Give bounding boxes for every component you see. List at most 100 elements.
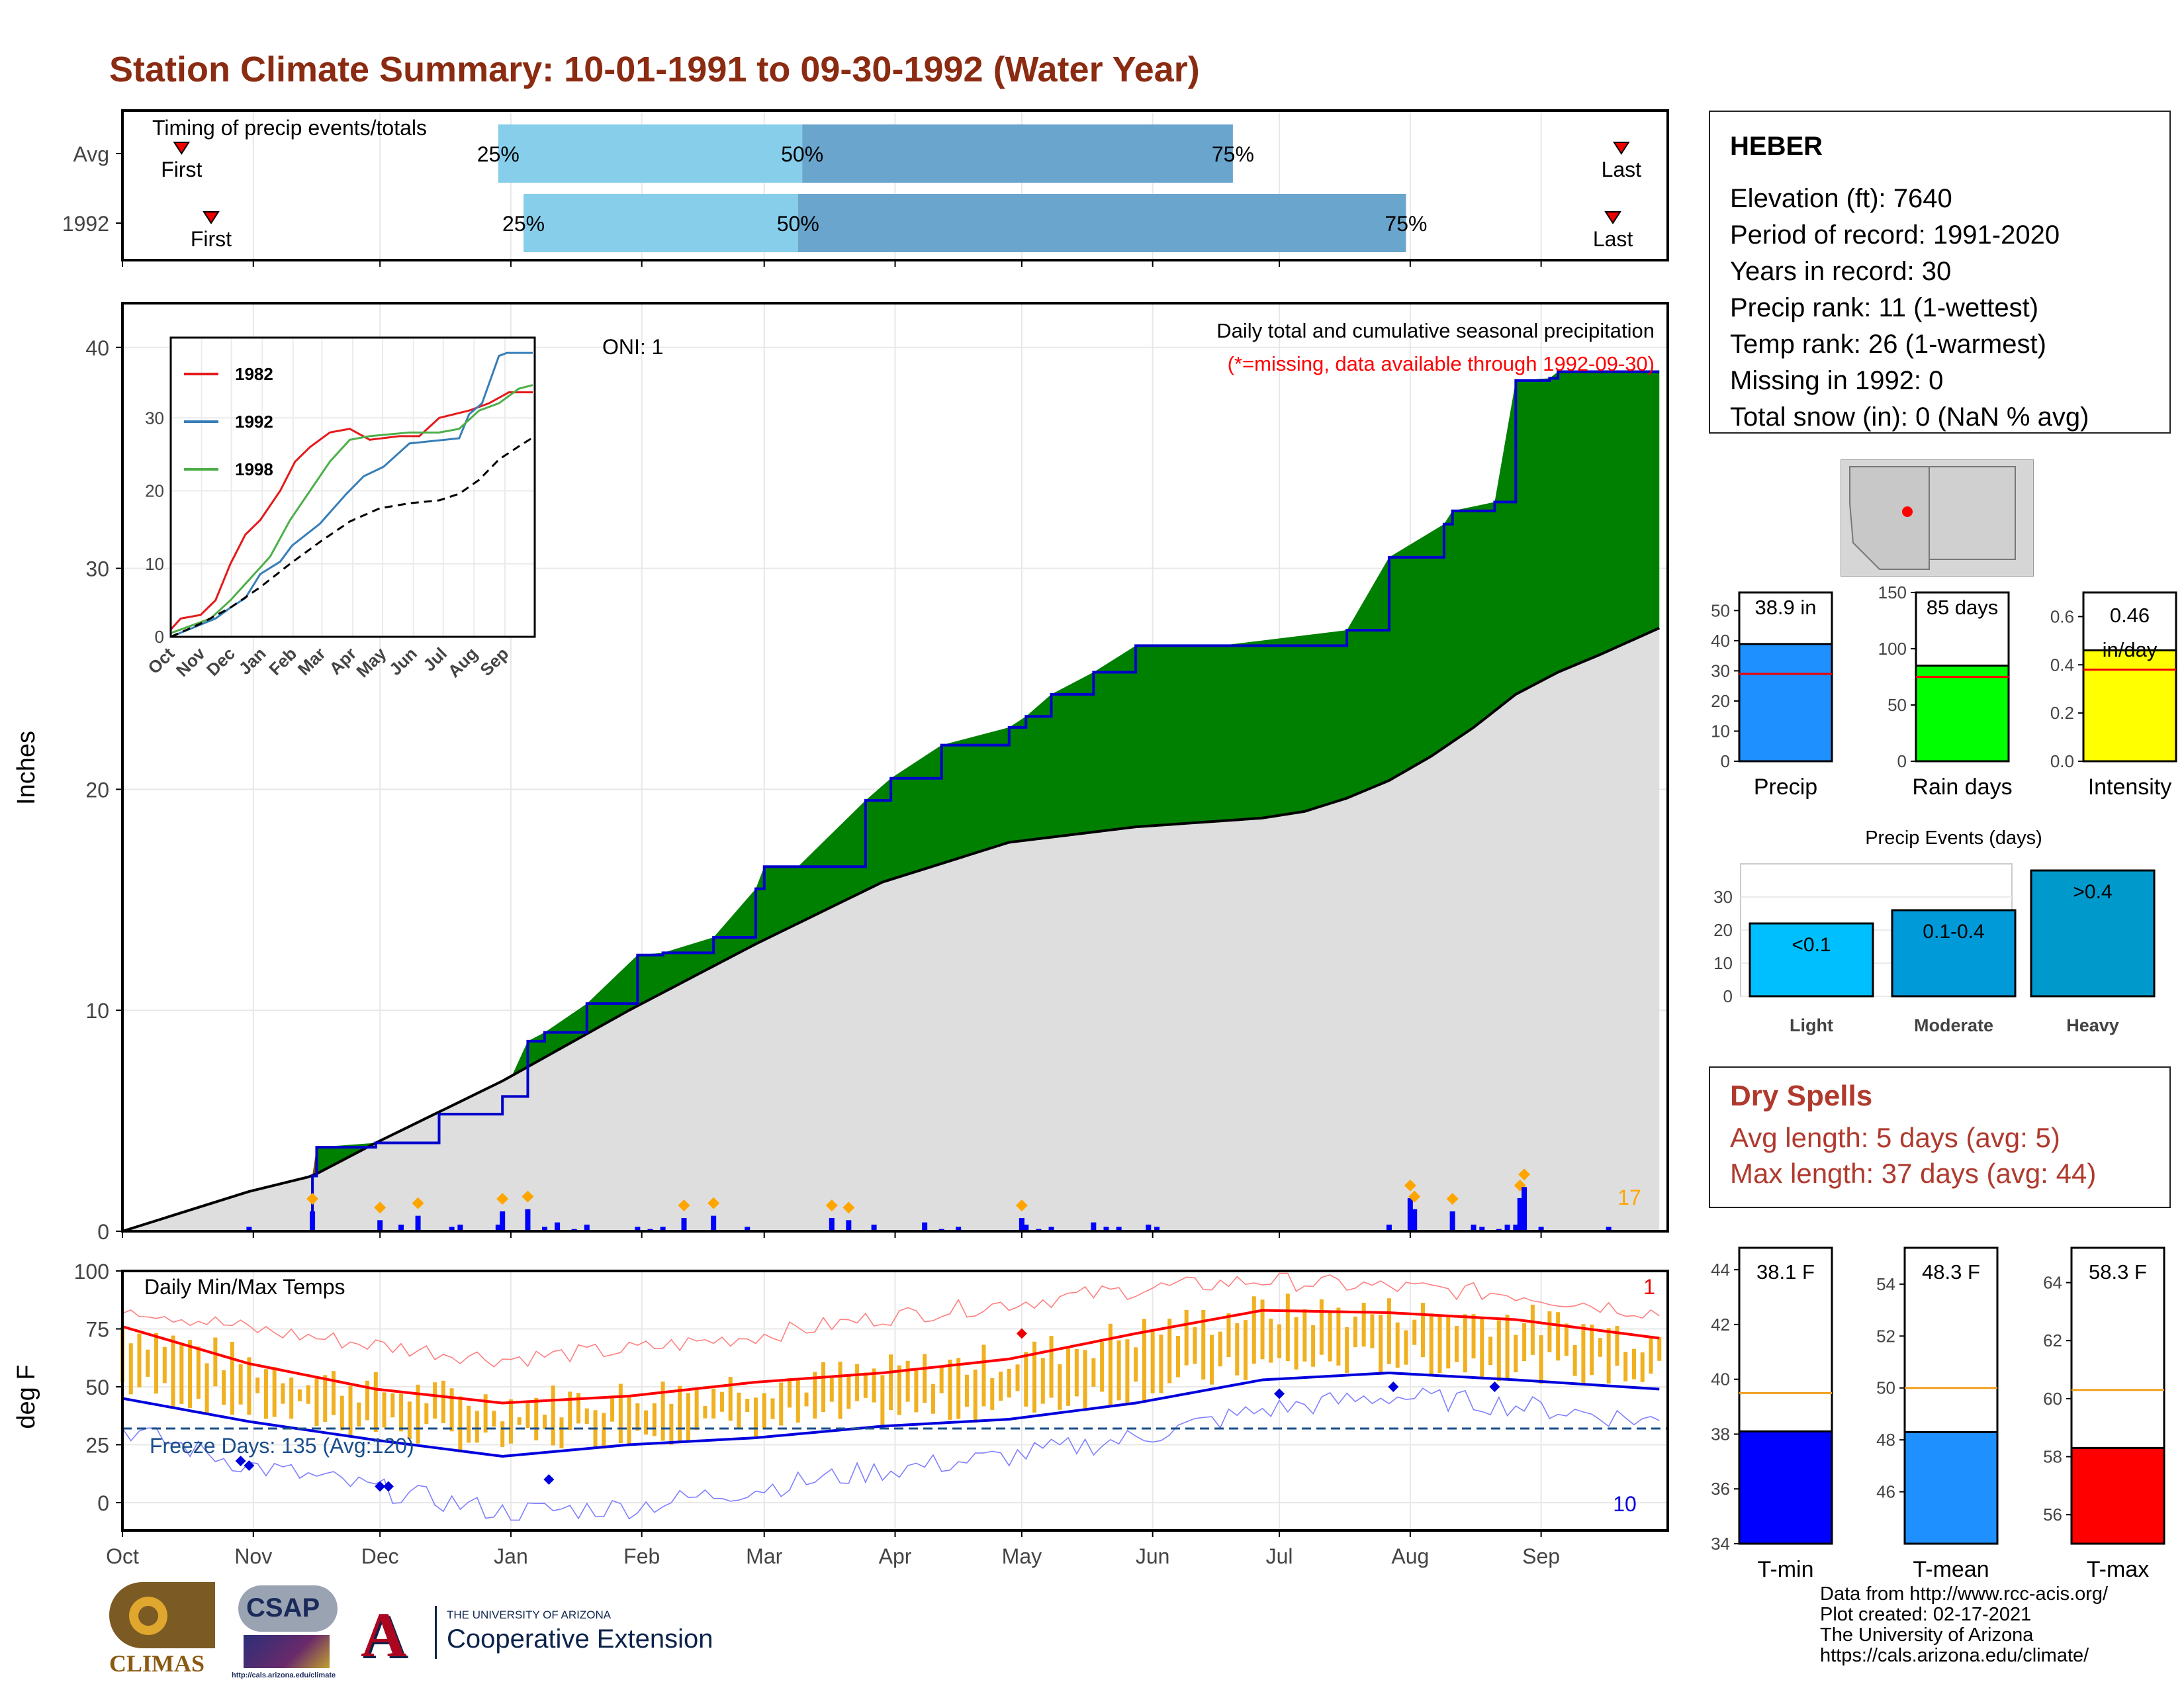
daily-temp-range-bar (753, 1397, 758, 1438)
daily-precip-record-marker (522, 1190, 534, 1203)
daily-temp-range-bar (593, 1410, 598, 1449)
temp-x-tick-label: Jun (1136, 1544, 1170, 1568)
daily-temp-range-bar (1556, 1312, 1561, 1361)
temp-record-marker (1016, 1328, 1027, 1339)
daily-precip-bar (1449, 1211, 1455, 1231)
station-location-dot (1902, 506, 1913, 517)
daily-temp-range-bar (1167, 1319, 1172, 1383)
daily-temp-range-bar (348, 1385, 353, 1436)
daily-temp-range-bar (323, 1375, 328, 1423)
daily-temp-range-bar (1066, 1347, 1071, 1406)
daily-temp-range-bar (1251, 1296, 1256, 1364)
daily-temp-range-bar (1311, 1325, 1316, 1367)
daily-temp-range-bar (230, 1342, 234, 1415)
daily-precip-bar (871, 1224, 877, 1231)
daily-temp-range-bar (1108, 1323, 1113, 1405)
daily-temp-range-bar (964, 1374, 969, 1407)
daily-temp-range-bar (838, 1362, 842, 1419)
inset-y-tick-label: 20 (145, 481, 164, 501)
summary-bar-T-mean (1903, 1430, 1999, 1545)
daily-precip-bar (635, 1227, 641, 1231)
precip-y-tick-label: 10 (85, 999, 109, 1023)
summary-y-tick-label: 50 (1711, 600, 1730, 620)
temp-x-tick-label: Apr (879, 1544, 912, 1568)
daily-temp-range-bar (1100, 1342, 1105, 1392)
daily-precip-record-marker (306, 1192, 319, 1205)
daily-temp-range-bar (1345, 1327, 1349, 1374)
summary-y-tick-label: 54 (1876, 1274, 1895, 1294)
precip-y-axis-label: Inches (13, 731, 40, 805)
daily-temp-range-bar (610, 1395, 615, 1422)
daily-temp-range-bar (923, 1354, 927, 1403)
summary-y-tick-label: 48 (1876, 1430, 1895, 1450)
daily-precip-bar (1103, 1227, 1109, 1231)
precip-y-tick-label: 30 (85, 557, 109, 581)
daily-precip-bar (956, 1227, 962, 1231)
summary-category-label: T-min (1758, 1557, 1814, 1582)
inset-legend-label: 1982 (235, 364, 273, 384)
daily-temp-range-bar (1083, 1350, 1087, 1411)
daily-temp-range-bar (263, 1369, 268, 1419)
daily-temp-range-bar (399, 1393, 404, 1432)
daily-temp-range-bar (1150, 1329, 1155, 1393)
temp-x-tick-label: Mar (746, 1544, 782, 1568)
daily-precip-bar (922, 1222, 928, 1231)
university-of-arizona-logo[interactable]: A THE UNIVERSITY OF ARIZONA Cooperative … (361, 1599, 745, 1670)
inset-y-tick-label: 0 (155, 627, 164, 647)
csap-logo[interactable]: CSAP http://cals.arizona.edu/climate (232, 1585, 344, 1685)
daily-temp-range-bar (1209, 1335, 1214, 1385)
daily-temp-range-bar (728, 1377, 733, 1421)
daily-temp-range-bar (1294, 1317, 1298, 1370)
daily-precip-bar (1513, 1224, 1519, 1231)
daily-temp-range-bar (1606, 1328, 1611, 1384)
cumulative-average-area (122, 628, 1660, 1231)
climas-logo[interactable]: CLIMAS (109, 1582, 215, 1681)
daily-temp-range-bar (1429, 1313, 1433, 1376)
summary-y-tick-label: 46 (1876, 1482, 1895, 1502)
daily-temp-range-bar (737, 1392, 741, 1430)
daily-temp-range-bar (627, 1396, 631, 1446)
daily-temp-range-bar (137, 1333, 142, 1387)
temp-x-tick-label: Aug (1391, 1544, 1429, 1568)
daily-temp-range-bar (1336, 1307, 1341, 1366)
csap-wordmark: CSAP (246, 1593, 320, 1622)
summary-y-tick-label: 0.2 (2050, 703, 2074, 723)
summary-y-tick-label: 38 (1711, 1424, 1730, 1444)
daily-temp-range-bar (846, 1375, 851, 1409)
daily-precip-bar (1048, 1227, 1054, 1231)
temp-record-marker (375, 1481, 386, 1492)
daily-temp-range-bar (365, 1380, 370, 1421)
daily-temp-range-bar (719, 1391, 724, 1412)
daily-temp-range-bar (196, 1346, 201, 1399)
daily-temp-range-bar (644, 1410, 649, 1435)
summary-y-tick-label: 52 (1876, 1326, 1895, 1346)
daily-temp-range-bar (1657, 1336, 1662, 1361)
daily-precip-bar (246, 1227, 252, 1231)
cumulative-average-line (122, 626, 1661, 1233)
dry-spells-title: Dry Spells (1730, 1080, 1873, 1112)
timing-label-50: 50% (781, 142, 823, 166)
daily-temp-range-bar (162, 1346, 167, 1383)
climas-wordmark: CLIMAS (109, 1650, 205, 1677)
footer-line-1: Data from http://www.rcc-acis.org/ (1820, 1583, 2109, 1605)
daily-temp-range-bar (568, 1391, 572, 1430)
temp-record-marker (383, 1481, 394, 1492)
temp-x-tick-label: May (1002, 1544, 1042, 1568)
timing-last-label: Last (1593, 227, 1633, 251)
daily-temp-range-bar (492, 1411, 496, 1427)
daily-temp-range-bar (872, 1368, 876, 1403)
record-min-line (122, 1387, 1660, 1521)
daily-temp-range-bar (788, 1378, 792, 1408)
daily-temp-range-bar (1640, 1352, 1645, 1382)
daily-precip-record-marker (842, 1201, 855, 1214)
daily-temp-range-bar (1370, 1314, 1375, 1348)
precip-events-bar-Moderate (1891, 909, 2017, 998)
daily-temp-range-bar (1201, 1309, 1206, 1380)
station-years: Years in record: 30 (1730, 257, 1952, 286)
inset-border (169, 336, 536, 638)
daily-temp-range-bar (948, 1359, 952, 1420)
daily-temp-range-bar (289, 1378, 294, 1419)
daily-precip-bar (1471, 1224, 1477, 1231)
precip-events-bar-label: 0.1-0.4 (1923, 921, 1984, 943)
daily-precip-record-marker (496, 1192, 509, 1205)
